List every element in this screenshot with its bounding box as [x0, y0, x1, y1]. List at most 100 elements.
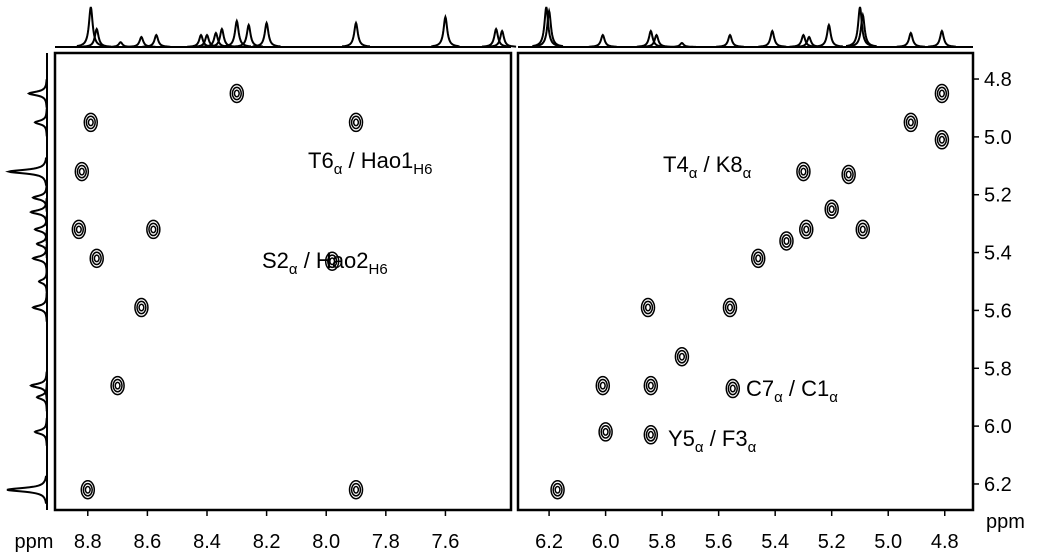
contour-ring: [647, 381, 654, 390]
cross-peak: [799, 219, 814, 240]
contour-ring: [552, 482, 563, 497]
x-tick-label: 5.4: [761, 531, 789, 553]
annotation-text: / C1: [783, 376, 829, 401]
y-tick-label: 5.2: [984, 185, 1012, 207]
contour-ring: [645, 378, 656, 393]
annotation-subscript: α: [689, 165, 698, 182]
annotation-text: S2: [262, 248, 289, 273]
contour-ring: [89, 248, 104, 269]
contour-ring: [796, 161, 811, 182]
projection-peak: [642, 33, 671, 48]
contour-ring: [907, 118, 914, 127]
y-tick-label: 4.8: [984, 69, 1012, 91]
contour-ring: [350, 115, 362, 130]
x-tick-label: 7.6: [432, 531, 460, 553]
contour-ring: [327, 254, 338, 269]
contour-ring: [934, 130, 950, 150]
cross-peak: [934, 130, 950, 150]
projection-peak: [222, 18, 251, 48]
projection-peak: [31, 293, 48, 322]
projection-peak: [667, 41, 696, 48]
y-tick-label: 5.6: [984, 300, 1012, 322]
contour-ring: [753, 251, 764, 266]
x-tick-label: 4.8: [931, 531, 959, 553]
contour-ring: [845, 170, 852, 179]
contour-ring: [134, 297, 149, 318]
contour-ring: [80, 480, 96, 500]
y-tick-label: 6.0: [984, 416, 1012, 438]
cross-peak: [674, 346, 690, 367]
contour-ring: [724, 300, 736, 315]
projection-peak: [431, 13, 460, 48]
cross-peak: [643, 375, 659, 396]
contour-ring: [550, 480, 565, 500]
contour-ring: [781, 234, 792, 248]
projection-peak: [636, 29, 665, 48]
contour-ring: [643, 425, 659, 445]
contour-ring: [643, 375, 659, 396]
cross-peak: [348, 112, 364, 133]
cross-peak: [750, 248, 766, 269]
contour-ring: [722, 297, 738, 318]
cross-peak: [110, 375, 125, 396]
annotation-subscript: α: [774, 389, 783, 406]
contour-ring: [599, 381, 606, 390]
contour-ring: [642, 300, 654, 315]
cross-peak: [80, 480, 96, 500]
plot-frame: [53, 51, 513, 512]
annotation-subscript: α: [695, 439, 704, 456]
cross-peak: [348, 480, 364, 500]
contour-ring: [903, 112, 919, 133]
cross-peak: [841, 164, 856, 185]
projection-peak: [927, 29, 956, 48]
contour-ring: [936, 86, 948, 101]
x-tick-label: 8.6: [133, 531, 161, 553]
projection-peak: [535, 7, 564, 48]
contour-ring: [602, 427, 609, 436]
contour-ring: [600, 425, 611, 439]
projection-peak: [846, 6, 874, 47]
y-axis-label: ppm: [986, 511, 1025, 533]
projection-peak: [488, 29, 517, 48]
contour-ring: [76, 164, 87, 179]
annotation-text: / F3: [704, 426, 748, 451]
projection-peak: [142, 33, 171, 48]
annotation: T4α / K8α: [663, 152, 752, 182]
cross-peak: [74, 161, 90, 182]
contour-ring: [348, 112, 364, 133]
annotation-text: / Hao1: [342, 148, 413, 173]
contour-ring: [934, 83, 950, 104]
contour-ring: [750, 248, 766, 269]
cross-peak: [722, 297, 738, 318]
projection-peak: [193, 33, 221, 48]
annotation: Y5α / F3α: [668, 426, 757, 456]
annotation-text: / Hao2: [298, 248, 369, 273]
annotation-subscript: α: [743, 165, 752, 182]
cross-peak: [824, 199, 839, 219]
contour-ring: [82, 482, 93, 497]
projection-peak: [35, 229, 48, 259]
cross-peak: [796, 161, 811, 182]
cross-peak: [640, 297, 656, 318]
contour-ring: [91, 251, 102, 266]
contour-ring: [112, 378, 123, 393]
contour-ring: [231, 86, 242, 101]
x-tick-label: 6.2: [535, 531, 563, 553]
annotation: S2α / Hao2H6: [262, 248, 388, 278]
x-tick-label: 8.4: [193, 531, 221, 553]
contour-ring: [645, 427, 656, 442]
annotation-subscript: α: [748, 439, 757, 456]
cross-peak: [598, 422, 613, 442]
contour-ring: [84, 485, 91, 494]
cross-peak: [725, 378, 741, 399]
contour-ring: [727, 381, 738, 396]
contour-ring: [85, 115, 96, 130]
y-tick-label: 5.8: [984, 358, 1012, 380]
x-axis-label: ppm: [15, 531, 54, 553]
projection-peak: [33, 417, 48, 446]
contour-ring: [110, 375, 125, 396]
projection-peak: [26, 79, 48, 108]
contour-ring: [595, 375, 611, 396]
